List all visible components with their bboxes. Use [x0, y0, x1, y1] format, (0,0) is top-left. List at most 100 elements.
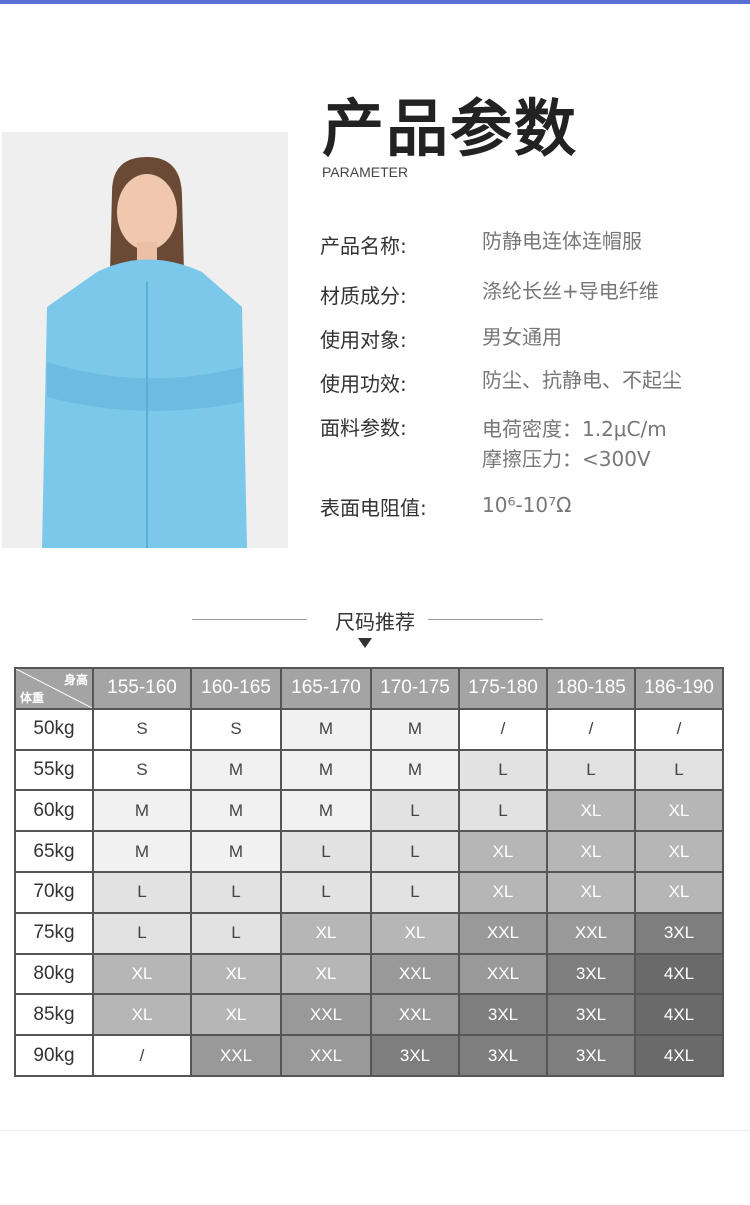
size-table: 身高 体重 155-160 160-165 165-170 170-175 175-18… — [14, 667, 724, 1077]
table-row: 90kg / XXL XXL 3XL 3XL 3XL 4XL — [14, 1034, 724, 1077]
size-cell: M — [190, 789, 282, 833]
size-cell: / — [92, 1034, 192, 1077]
param-value-2: 摩擦压力：<300V — [482, 447, 651, 471]
param-value: 涤纶长丝+导电纤维 — [482, 279, 659, 303]
param-value: 电荷密度：1.2μC/m — [482, 417, 667, 441]
page-subtitle: PARAMETER — [322, 164, 409, 180]
size-cell: XXL — [280, 1034, 372, 1077]
param-label: 面料参数: — [320, 416, 407, 440]
size-cell: XXL — [546, 911, 636, 955]
size-cell: 3XL — [546, 952, 636, 996]
size-cell: 3XL — [458, 993, 548, 1037]
size-cell: L — [92, 911, 192, 955]
corner-header: 身高 体重 — [14, 667, 94, 710]
size-cell: XL — [190, 952, 282, 996]
weight-label: 90kg — [14, 1034, 94, 1077]
top-accent-bar — [0, 0, 750, 4]
size-cell: XL — [634, 830, 724, 873]
height-header: 180-185 — [546, 667, 636, 710]
weight-label: 50kg — [14, 707, 94, 751]
size-cell: L — [370, 789, 460, 833]
size-cell: M — [370, 707, 460, 751]
size-cell: 3XL — [546, 993, 636, 1037]
size-cell: / — [634, 707, 724, 751]
divider-left — [192, 619, 307, 620]
size-cell: 3XL — [458, 1034, 548, 1077]
size-cell: M — [280, 707, 372, 751]
param-value: 10⁶-10⁷Ω — [482, 493, 572, 517]
size-cell: 4XL — [634, 952, 724, 996]
size-cell: XXL — [458, 952, 548, 996]
size-cell: M — [190, 830, 282, 873]
height-header: 170-175 — [370, 667, 460, 710]
param-value: 防静电连体连帽服 — [482, 229, 642, 253]
size-cell: XL — [92, 952, 192, 996]
size-cell: M — [92, 789, 192, 833]
size-cell: M — [92, 830, 192, 873]
size-cell: / — [546, 707, 636, 751]
table-row: 70kg L L L L XL XL XL — [14, 870, 724, 914]
corner-height-label: 身高 — [63, 673, 88, 687]
size-cell: XL — [458, 870, 548, 914]
size-cell: XL — [634, 870, 724, 914]
down-arrow-icon — [358, 638, 372, 648]
divider-right — [428, 619, 543, 620]
size-cell: XL — [370, 911, 460, 955]
size-cell: L — [280, 870, 372, 914]
height-header: 186-190 — [634, 667, 724, 710]
size-cell: L — [546, 748, 636, 792]
size-cell: L — [190, 911, 282, 955]
table-row: 75kg L L XL XL XXL XXL 3XL — [14, 911, 724, 955]
size-cell: 3XL — [546, 1034, 636, 1077]
size-cell: M — [370, 748, 460, 792]
corner-weight-label: 体重 — [20, 690, 45, 705]
bottom-divider — [0, 1130, 750, 1131]
size-cell: L — [92, 870, 192, 914]
param-value: 防尘、抗静电、不起尘 — [482, 368, 682, 392]
size-cell: XXL — [370, 952, 460, 996]
size-cell: M — [190, 748, 282, 792]
size-cell: M — [280, 789, 372, 833]
size-cell: L — [370, 870, 460, 914]
size-cell: XL — [458, 830, 548, 873]
table-row: 55kg S M M M L L L — [14, 748, 724, 792]
size-cell: XL — [634, 789, 724, 833]
weight-label: 55kg — [14, 748, 94, 792]
model-photo — [2, 132, 288, 548]
height-header: 175-180 — [458, 667, 548, 710]
weight-label: 60kg — [14, 789, 94, 833]
table-row: 50kg S S M M / / / — [14, 707, 724, 751]
size-cell: XL — [546, 830, 636, 873]
weight-label: 65kg — [14, 830, 94, 873]
size-cell: XXL — [458, 911, 548, 955]
size-cell: XL — [280, 952, 372, 996]
size-cell: L — [280, 830, 372, 873]
size-cell: L — [458, 748, 548, 792]
size-cell: 3XL — [634, 911, 724, 955]
size-cell: XXL — [370, 993, 460, 1037]
size-cell: XL — [92, 993, 192, 1037]
size-cell: XL — [546, 789, 636, 833]
param-label: 表面电阻值: — [320, 496, 427, 520]
param-label: 材质成分: — [320, 284, 407, 308]
table-row: 60kg M M M L L XL XL — [14, 789, 724, 833]
size-cell: XL — [190, 993, 282, 1037]
param-label: 使用对象: — [320, 328, 407, 352]
size-cell: XXL — [190, 1034, 282, 1077]
size-cell: S — [92, 748, 192, 792]
param-label: 产品名称: — [320, 234, 407, 258]
size-cell: 4XL — [634, 1034, 724, 1077]
size-cell: S — [92, 707, 192, 751]
height-header: 165-170 — [280, 667, 372, 710]
param-label: 使用功效: — [320, 372, 407, 396]
page-title: 产品参数 — [322, 92, 579, 165]
size-cell: / — [458, 707, 548, 751]
size-cell: 3XL — [370, 1034, 460, 1077]
size-cell: L — [458, 789, 548, 833]
weight-label: 70kg — [14, 870, 94, 914]
size-cell: 4XL — [634, 993, 724, 1037]
weight-label: 85kg — [14, 993, 94, 1037]
weight-label: 80kg — [14, 952, 94, 996]
table-row: 85kg XL XL XXL XXL 3XL 3XL 4XL — [14, 993, 724, 1037]
table-row: 80kg XL XL XL XXL XXL 3XL 4XL — [14, 952, 724, 996]
